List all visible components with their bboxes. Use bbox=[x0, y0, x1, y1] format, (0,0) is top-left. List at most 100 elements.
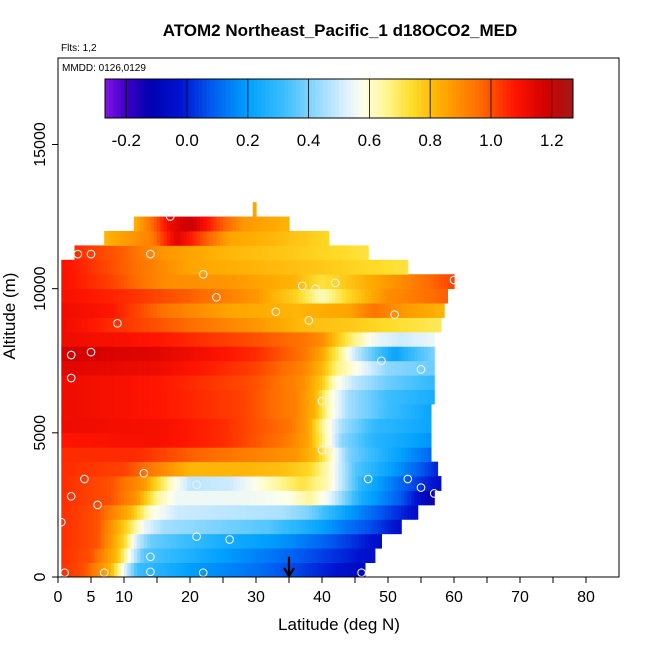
heatmap-cell bbox=[127, 231, 132, 246]
heatmap-cell bbox=[256, 346, 260, 362]
heatmap-cell bbox=[388, 317, 392, 333]
heatmap-cell bbox=[331, 404, 336, 419]
heatmap-cell bbox=[279, 346, 283, 362]
heatmap-cell bbox=[242, 476, 247, 491]
heatmap-cell bbox=[206, 346, 211, 362]
heatmap-cell bbox=[183, 504, 188, 520]
heatmap-cell bbox=[305, 418, 310, 434]
heatmap-cell bbox=[74, 274, 79, 290]
x-axis-label: Latitude (deg N) bbox=[278, 615, 400, 634]
heatmap-cell bbox=[411, 418, 415, 434]
heatmap-cell bbox=[64, 404, 69, 419]
heatmap-cell bbox=[223, 360, 227, 376]
heatmap-cell bbox=[384, 288, 389, 304]
heatmap-cell bbox=[77, 519, 82, 535]
heatmap-cell bbox=[335, 346, 340, 362]
heatmap-cell bbox=[173, 432, 178, 448]
heatmap-cell bbox=[219, 548, 224, 563]
heatmap-cell bbox=[120, 375, 125, 390]
heatmap-cell bbox=[74, 562, 79, 578]
heatmap-cell bbox=[150, 418, 155, 434]
heatmap-cell bbox=[160, 288, 165, 304]
heatmap-cell bbox=[147, 404, 151, 419]
heatmap-cell bbox=[322, 331, 326, 347]
heatmap-cell bbox=[107, 548, 112, 563]
heatmap-cell bbox=[64, 303, 69, 318]
heatmap-cell bbox=[252, 447, 257, 463]
heatmap-cell bbox=[229, 548, 234, 563]
heatmap-cell bbox=[305, 562, 310, 578]
heatmap-cell bbox=[226, 288, 231, 304]
heatmap-cell bbox=[374, 476, 379, 491]
heatmap-cell bbox=[232, 331, 237, 347]
heatmap-cell bbox=[176, 389, 181, 405]
heatmap-cell bbox=[256, 317, 260, 333]
colorbar-swatch bbox=[331, 79, 336, 118]
heatmap-cell bbox=[143, 432, 148, 448]
heatmap-cell bbox=[130, 432, 135, 448]
heatmap-cell bbox=[338, 519, 343, 535]
heatmap-cell bbox=[94, 303, 99, 318]
heatmap-cell bbox=[166, 548, 171, 563]
colorbar-swatch bbox=[526, 79, 531, 118]
heatmap-cell bbox=[368, 288, 373, 304]
heatmap-cell bbox=[209, 288, 214, 304]
heatmap-cell bbox=[77, 504, 82, 520]
heatmap-cell bbox=[252, 504, 257, 520]
heatmap-cell bbox=[133, 404, 138, 419]
heatmap-cell bbox=[77, 562, 82, 578]
heatmap-cell bbox=[150, 490, 155, 506]
heatmap-cell bbox=[91, 490, 95, 506]
heatmap-cell bbox=[143, 504, 148, 520]
heatmap-cell bbox=[173, 274, 178, 290]
colorbar-swatch bbox=[280, 79, 285, 118]
heatmap-cell bbox=[183, 331, 188, 347]
heatmap-cell bbox=[186, 432, 191, 448]
heatmap-cell bbox=[401, 288, 406, 304]
heatmap-cell bbox=[312, 533, 316, 549]
heatmap-cell bbox=[87, 346, 92, 362]
heatmap-cell bbox=[236, 346, 241, 362]
heatmap-cell bbox=[61, 360, 66, 376]
heatmap-cell bbox=[137, 490, 142, 506]
heatmap-cell bbox=[137, 274, 142, 290]
heatmap-cell bbox=[345, 259, 349, 275]
heatmap-cell bbox=[186, 447, 191, 463]
heatmap-cell bbox=[87, 404, 92, 419]
sample-point bbox=[113, 318, 122, 328]
heatmap-cell bbox=[345, 331, 349, 347]
heatmap-cell bbox=[209, 504, 214, 520]
heatmap-cell bbox=[424, 389, 429, 405]
heatmap-cell bbox=[117, 331, 122, 347]
heatmap-cell bbox=[180, 331, 184, 347]
heatmap-cell bbox=[246, 317, 250, 333]
heatmap-cell bbox=[427, 317, 432, 333]
heatmap-cell bbox=[94, 389, 99, 405]
sample-point bbox=[212, 292, 221, 302]
heatmap-cell bbox=[97, 360, 102, 376]
heatmap-cell bbox=[292, 245, 297, 261]
heatmap-cell bbox=[252, 231, 257, 246]
heatmap-cell bbox=[269, 331, 274, 347]
heatmap-cell bbox=[331, 331, 336, 347]
heatmap-cell bbox=[345, 404, 349, 419]
heatmap-cell bbox=[427, 461, 432, 477]
y-axis-label: Altitude (m) bbox=[0, 273, 19, 360]
heatmap-cell bbox=[302, 418, 307, 434]
heatmap-cell bbox=[160, 490, 165, 506]
heatmap-cell bbox=[401, 331, 406, 347]
heatmap-cell bbox=[358, 476, 363, 491]
heatmap-cell bbox=[140, 548, 145, 563]
flights-label: Flts: 1,2 bbox=[61, 43, 97, 54]
heatmap-cell bbox=[157, 231, 161, 246]
heatmap-cell bbox=[107, 476, 112, 491]
heatmap-cell bbox=[170, 548, 175, 563]
heatmap-cell bbox=[114, 519, 118, 535]
heatmap-cell bbox=[84, 317, 89, 333]
heatmap-cell bbox=[348, 346, 353, 362]
heatmap-cell bbox=[351, 404, 356, 419]
heatmap-cell bbox=[388, 432, 392, 448]
heatmap-cell bbox=[348, 519, 353, 535]
heatmap-cell bbox=[130, 504, 135, 520]
heatmap-cell bbox=[401, 346, 406, 362]
